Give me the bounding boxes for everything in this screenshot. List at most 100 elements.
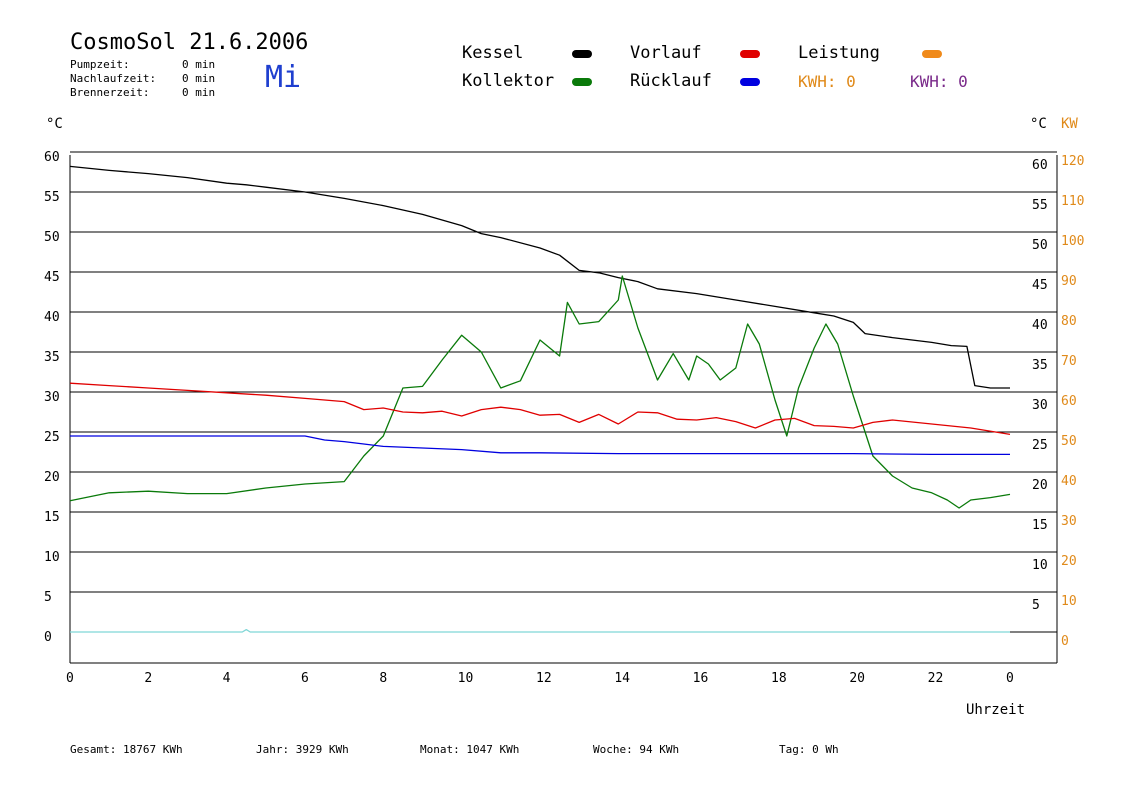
legend-label-kessel: Kessel [462, 43, 524, 63]
x-axis-label: Uhrzeit [966, 702, 1025, 718]
series-line-vorlauf [69, 382, 1011, 436]
y-tick-label-left: 0 [44, 630, 52, 645]
info-pumpzeit: Pumpzeit: 0 min [70, 58, 215, 71]
kw-unit-label: KW [1061, 116, 1078, 132]
axes [69, 155, 1058, 664]
legend-swatch-kessel [572, 50, 592, 58]
legend-label-kollektor: Kollektor [462, 71, 555, 91]
y-tick-label-right: 60 [1032, 158, 1048, 173]
stat-woche: Woche: 94 KWh [593, 743, 679, 756]
stat-label: Woche: [593, 743, 633, 756]
y-tick-label-kw: 30 [1061, 514, 1077, 529]
y-tick-label-left: 45 [44, 270, 60, 285]
info-label: Pumpzeit: [70, 58, 130, 71]
x-tick-label: 16 [693, 671, 709, 686]
stat-label: Jahr: [256, 743, 290, 756]
y-tick-label-kw: 10 [1061, 594, 1077, 609]
y-tick-label-right: 10 [1032, 558, 1048, 573]
x-tick-label: 4 [223, 671, 231, 686]
info-brennerzeit: Brennerzeit: 0 min [70, 86, 215, 99]
y-tick-label-right: 25 [1032, 438, 1048, 453]
y-tick-label-kw: 90 [1061, 274, 1077, 289]
weekday-label: Mi [265, 60, 302, 95]
stat-tag: Tag: 0 Wh [779, 743, 839, 756]
series-line-rücklauf [70, 435, 1010, 456]
kwh-orange-label: KWH: 0 [798, 72, 856, 91]
y-tick-label-left: 50 [44, 230, 60, 245]
y-tick-label-left: 60 [44, 150, 60, 165]
y-tick-label-kw: 20 [1061, 554, 1077, 569]
right-unit-label: °C [1030, 116, 1047, 132]
y-tick-label-left: 10 [44, 550, 60, 565]
series-line-leistung [70, 628, 1010, 633]
y-tick-label-left: 15 [44, 510, 60, 525]
stat-value: 3929 KWh [295, 743, 349, 756]
y-tick-label-left: 5 [44, 590, 52, 605]
stat-value: 18767 KWh [122, 743, 183, 756]
kwh-purple-label: KWH: 0 [910, 72, 968, 91]
y-tick-label-left: 40 [44, 310, 60, 325]
info-label: Nachlaufzeit: [70, 72, 157, 85]
legend-label-vorlauf: Vorlauf [630, 43, 702, 63]
stat-value: 94 KWh [639, 743, 680, 756]
series-lines [69, 165, 1011, 633]
legend-swatch-vorlauf [740, 50, 760, 58]
y-tick-label-kw: 60 [1061, 394, 1077, 409]
x-tick-label: 20 [849, 671, 865, 686]
y-tick-label-left: 20 [44, 470, 60, 485]
y-tick-label-right: 40 [1032, 318, 1048, 333]
x-tick-label: 6 [301, 671, 309, 686]
info-value: 0 min [182, 72, 216, 85]
series-line-kessel [69, 165, 1010, 389]
x-tick-label: 18 [771, 671, 787, 686]
y-tick-label-right: 45 [1032, 278, 1048, 293]
page-title: CosmoSol 21.6.2006 [70, 30, 309, 55]
y-tick-label-kw: 70 [1061, 354, 1077, 369]
y-tick-label-right: 35 [1032, 358, 1048, 373]
y-tick-label-left: 55 [44, 190, 60, 205]
series-line-kollektor [69, 275, 1011, 509]
x-tick-label: 2 [144, 671, 152, 686]
stat-jahr: Jahr: 3929 KWh [256, 743, 349, 756]
y-tick-label-right: 15 [1032, 518, 1048, 533]
info-nachlaufzeit: Nachlaufzeit: 0 min [70, 72, 215, 85]
y-tick-label-kw: 100 [1061, 234, 1084, 249]
x-tick-label: 8 [379, 671, 387, 686]
y-tick-label-kw: 110 [1061, 194, 1084, 209]
stat-label: Monat: [420, 743, 460, 756]
info-value: 0 min [182, 86, 216, 99]
stat-label: Gesamt: [70, 743, 117, 756]
y-tick-label-right: 5 [1032, 598, 1040, 613]
y-tick-label-kw: 120 [1061, 154, 1084, 169]
x-tick-label: 22 [928, 671, 944, 686]
y-tick-label-left: 35 [44, 350, 60, 365]
y-tick-label-left: 25 [44, 430, 60, 445]
x-tick-label: 0 [66, 671, 74, 686]
info-value: 0 min [182, 58, 216, 71]
y-tick-label-right: 20 [1032, 478, 1048, 493]
y-tick-label-right: 55 [1032, 198, 1048, 213]
x-tick-label: 0 [1006, 671, 1014, 686]
y-tick-label-left: 30 [44, 390, 60, 405]
tick-labels: 0510152025303540455055605101520253035404… [44, 150, 1084, 686]
left-unit-label: °C [46, 116, 63, 132]
legend-label-leistung: Leistung [798, 43, 880, 63]
legend-swatch-leistung [922, 50, 942, 58]
legend-swatch-ruecklauf [740, 78, 760, 86]
info-label: Brennerzeit: [70, 86, 150, 99]
legend-label-ruecklauf: Rücklauf [630, 71, 712, 91]
stat-gesamt: Gesamt: 18767 KWh [70, 743, 183, 756]
y-tick-label-right: 30 [1032, 398, 1048, 413]
stat-monat: Monat: 1047 KWh [420, 743, 519, 756]
y-tick-label-kw: 80 [1061, 314, 1077, 329]
y-tick-label-kw: 0 [1061, 634, 1069, 649]
x-tick-label: 14 [614, 671, 630, 686]
stat-value: 0 Wh [812, 743, 839, 756]
gridlines [70, 151, 1057, 593]
x-tick-label: 10 [458, 671, 474, 686]
stat-label: Tag: [779, 743, 806, 756]
y-tick-label-right: 50 [1032, 238, 1048, 253]
x-tick-label: 12 [536, 671, 552, 686]
stat-value: 1047 KWh [466, 743, 520, 756]
